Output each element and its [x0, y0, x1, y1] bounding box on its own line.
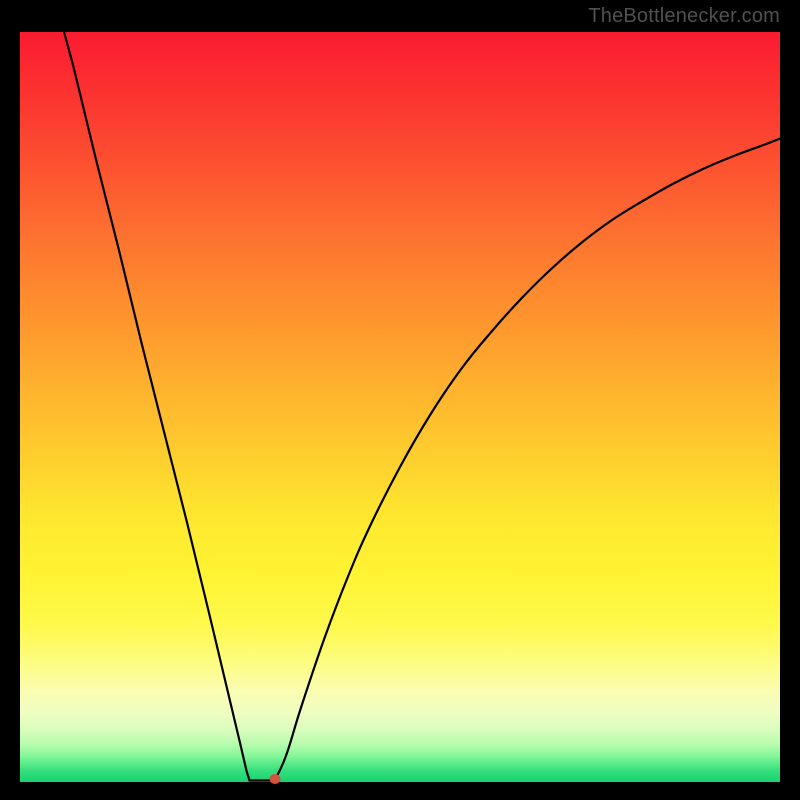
plot-area: [20, 32, 780, 782]
curve-path: [58, 10, 780, 781]
watermark-text: TheBottlenecker.com: [588, 5, 780, 28]
bottleneck-curve: [20, 32, 780, 782]
optimum-marker: [269, 774, 280, 784]
